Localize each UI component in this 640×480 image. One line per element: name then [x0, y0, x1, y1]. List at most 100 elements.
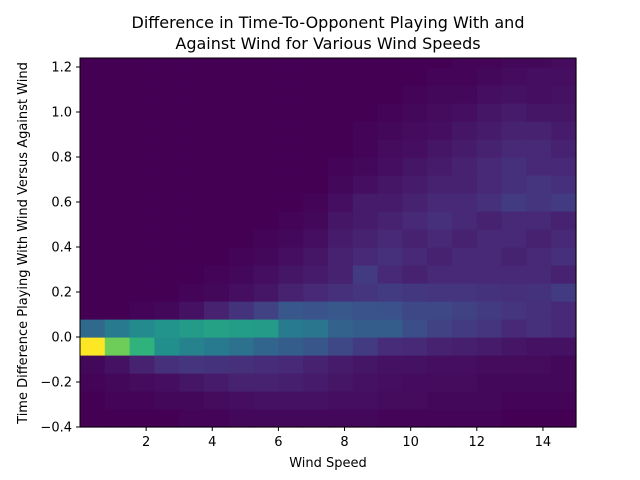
heatmap-cell: [253, 391, 279, 410]
heatmap-cell: [476, 139, 503, 158]
heatmap-cell: [278, 85, 304, 104]
heatmap-cell: [154, 409, 180, 428]
y-tick-label: 1.0: [51, 106, 72, 121]
heatmap-cell: [476, 355, 503, 374]
heatmap-cell: [228, 67, 255, 86]
heatmap-cell: [80, 337, 106, 356]
heatmap-cell: [129, 85, 155, 104]
heatmap-cell: [179, 193, 205, 212]
heatmap-cell: [204, 283, 230, 302]
heatmap-cell: [551, 265, 577, 284]
heatmap-cell: [526, 67, 552, 86]
heatmap-cell: [452, 229, 478, 248]
heatmap-cell: [476, 175, 503, 194]
heatmap-cell: [501, 67, 527, 86]
heatmap-cell: [476, 283, 503, 302]
heatmap-cell: [501, 355, 527, 374]
heatmap-cell: [427, 58, 453, 68]
heatmap-cell: [278, 121, 304, 140]
heatmap-cell: [501, 58, 527, 68]
heatmap-cell: [104, 121, 131, 140]
heatmap-cell: [402, 301, 428, 320]
heatmap-cell: [476, 301, 503, 320]
heatmap-cell: [526, 121, 552, 140]
heatmap-cell: [352, 247, 379, 266]
heatmap-cell: [427, 211, 453, 230]
heatmap-cell: [476, 391, 503, 410]
heatmap-cell: [377, 175, 403, 194]
x-axis-label: Wind Speed: [289, 456, 367, 471]
heatmap-cell: [377, 301, 403, 320]
heatmap-cell: [204, 121, 230, 140]
heatmap-cell: [204, 175, 230, 194]
heatmap-cell: [278, 157, 304, 176]
y-tick-label: 0.6: [51, 196, 72, 211]
heatmap-cell: [402, 229, 428, 248]
heatmap-cell: [278, 409, 304, 428]
heatmap-cell: [452, 409, 478, 428]
heatmap-cell: [526, 409, 552, 428]
heatmap-cell: [104, 67, 131, 86]
heatmap-cell: [179, 337, 205, 356]
heatmap-cell: [402, 85, 428, 104]
heatmap-cell: [253, 319, 279, 338]
heatmap-cell: [204, 265, 230, 284]
heatmap-cell: [303, 373, 329, 392]
heatmap-cell: [154, 175, 180, 194]
heatmap-cell: [104, 139, 131, 158]
heatmap-cell: [179, 265, 205, 284]
heatmap-cell: [104, 58, 131, 68]
heatmap-cell: [154, 103, 180, 122]
heatmap-cell: [427, 157, 453, 176]
heatmap-cell: [551, 157, 577, 176]
heatmap-cell: [501, 337, 527, 356]
heatmap-cell: [204, 193, 230, 212]
heatmap-cell: [427, 85, 453, 104]
heatmap-cell: [377, 229, 403, 248]
heatmap-cell: [526, 301, 552, 320]
heatmap-cell: [129, 319, 155, 338]
heatmap-cell: [129, 58, 155, 68]
heatmap-cell: [427, 391, 453, 410]
heatmap-cell: [179, 409, 205, 428]
heatmap-cell: [179, 85, 205, 104]
heatmap-cell: [352, 391, 379, 410]
heatmap-cell: [377, 67, 403, 86]
heatmap-cell: [551, 67, 577, 86]
heatmap-cell: [551, 103, 577, 122]
heatmap-cell: [328, 103, 354, 122]
heatmap-cell: [452, 247, 478, 266]
heatmap-cell: [551, 391, 577, 410]
heatmap-cell: [278, 229, 304, 248]
heatmap-cell: [427, 247, 453, 266]
heatmap-cell: [129, 211, 155, 230]
heatmap-cell: [452, 103, 478, 122]
heatmap-cell: [501, 283, 527, 302]
heatmap-cell: [352, 193, 379, 212]
heatmap-cell: [154, 283, 180, 302]
heatmap-cell: [154, 301, 180, 320]
heatmap-cell: [80, 175, 106, 194]
heatmap-cell: [476, 58, 503, 68]
chart-title-line-1: Difference in Time-To-Opponent Playing W…: [132, 13, 525, 32]
heatmap-cell: [154, 355, 180, 374]
heatmap-cell: [204, 319, 230, 338]
heatmap-cell: [228, 175, 255, 194]
heatmap-cell: [328, 337, 354, 356]
heatmap-cell: [377, 85, 403, 104]
heatmap-cell: [476, 247, 503, 266]
plot-frame: [79, 57, 577, 428]
heatmap-cell: [452, 139, 478, 158]
heatmap-cell: [204, 58, 230, 68]
heatmap-cell: [154, 139, 180, 158]
heatmap-cell: [526, 58, 552, 68]
heatmap-cell: [104, 283, 131, 302]
heatmap-cell: [80, 121, 106, 140]
x-tick-label: 8: [340, 435, 348, 450]
heatmap-cell: [228, 337, 255, 356]
heatmap-cell: [352, 175, 379, 194]
heatmap-cell: [104, 211, 131, 230]
heatmap-cell: [526, 85, 552, 104]
heatmap-cell: [303, 283, 329, 302]
heatmap-cell: [129, 193, 155, 212]
